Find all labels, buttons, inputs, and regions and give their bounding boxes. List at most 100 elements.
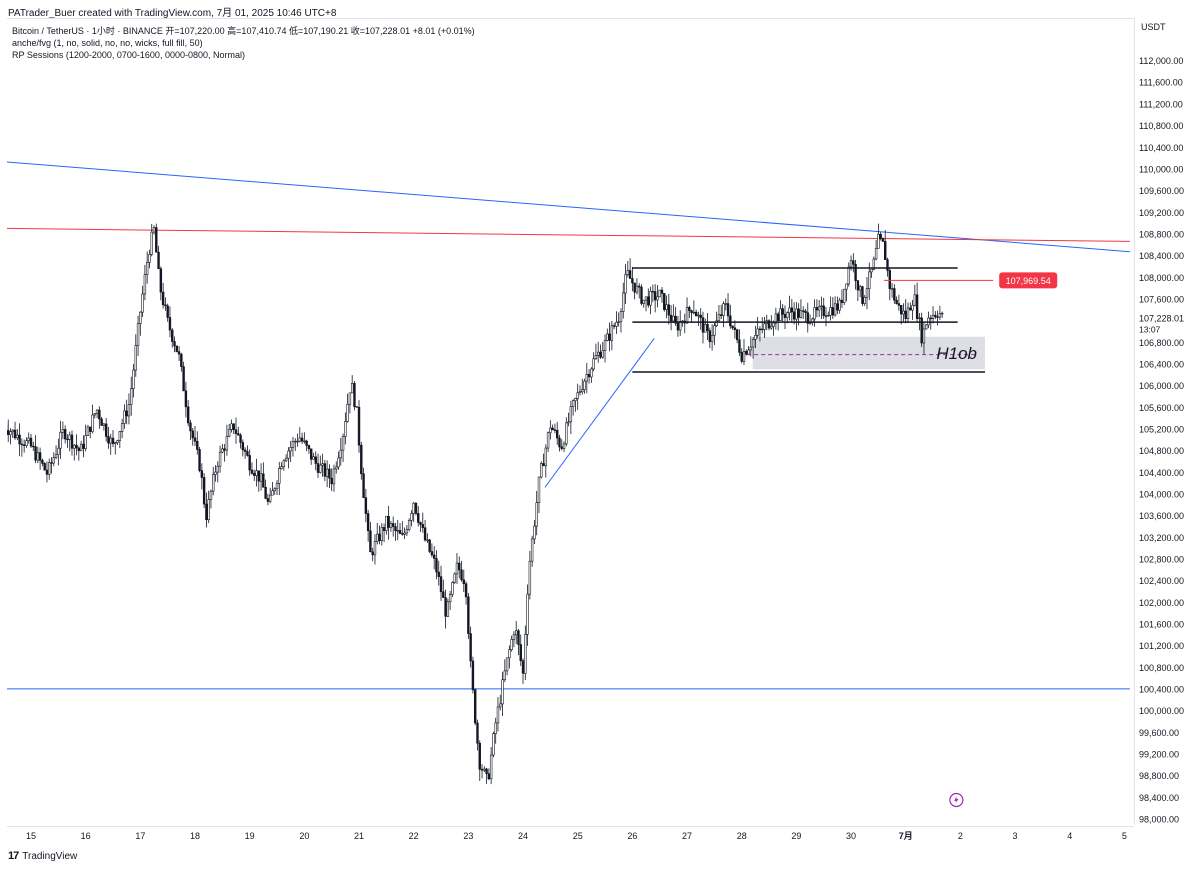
price-tick-label: 105,600.00	[1139, 403, 1184, 413]
candle-body	[804, 310, 807, 313]
price-chart-svg[interactable]: H1ob 107,969.54	[2, 19, 1134, 826]
price-axis[interactable]: USDT 98,000.00 98,400.00 98,800.00 99,200.00…	[1134, 18, 1200, 825]
candle-body	[781, 308, 784, 315]
candle-body	[599, 351, 602, 358]
candle-body	[75, 444, 78, 449]
red-price-label: 107,969.54	[1006, 276, 1051, 286]
candle-body	[246, 451, 249, 456]
candle-body	[601, 350, 604, 358]
price-tick-label: 105,200.00	[1139, 424, 1184, 434]
candle-body	[799, 310, 803, 318]
candle-body	[745, 350, 748, 355]
candle-body	[314, 456, 317, 464]
candle-body	[232, 423, 235, 431]
candle-body	[139, 311, 142, 324]
legend-sessions-indicator[interactable]: RP Sessions (1200-2000, 0700-1600, 0000-…	[12, 50, 245, 60]
candle-body	[125, 410, 128, 417]
candle-body	[786, 312, 789, 318]
candle-body	[635, 285, 639, 293]
candle-body	[560, 446, 563, 449]
candle-body	[806, 312, 809, 324]
candle-body	[385, 515, 388, 531]
candle-body	[653, 291, 657, 301]
price-tick-label: 106,800.00	[1139, 338, 1184, 348]
candle-body	[906, 307, 910, 319]
candle-body	[576, 392, 579, 399]
legend-fvg-indicator[interactable]: anche/fvg (1, no, solid, no, no, wicks, …	[12, 38, 203, 48]
price-tick-label: 100,000.00	[1139, 706, 1184, 716]
candle-body	[346, 403, 349, 422]
candle-body	[59, 432, 62, 449]
candle-body	[676, 322, 680, 331]
price-tick-label: 110,800.00	[1139, 121, 1183, 131]
candle-body	[884, 241, 887, 260]
time-axis-svg: 15 16 17 18 19 20 21 22 23 24 25 26 27 28 29 30 7月 2 3 4 5	[26, 831, 1127, 841]
legend-symbol-line[interactable]: Bitcoin / TetherUS · 1小时 · BINANCE 开=107…	[12, 26, 475, 36]
plot-area[interactable]: H1ob 107,969.54	[2, 18, 1134, 827]
candle-body	[18, 434, 21, 445]
candle-body	[519, 644, 522, 661]
candle-body	[524, 634, 527, 674]
candle-body	[822, 305, 825, 316]
candle-body	[911, 304, 914, 311]
candle-body	[419, 522, 422, 525]
price-tick-label: 110,000.00	[1139, 164, 1183, 174]
candle-body	[617, 321, 620, 323]
candle-body	[647, 296, 650, 306]
time-axis[interactable]: 15 16 17 18 19 20 21 22 23 24 25 26 27 28 29 30 7月 2 3 4 5	[7, 825, 1134, 845]
candle-body	[542, 463, 545, 467]
candle-body	[335, 466, 338, 470]
candle-body	[638, 285, 641, 288]
candle-body	[672, 315, 675, 322]
candle-body	[558, 437, 561, 448]
candle-body	[426, 539, 429, 541]
candle-body	[282, 460, 286, 467]
candle-body	[574, 398, 577, 402]
candle-body	[929, 317, 932, 320]
candle-body	[569, 406, 573, 423]
candle-body	[797, 308, 800, 318]
candle-body	[549, 427, 552, 434]
candle-body	[697, 314, 700, 317]
lightning-icon	[954, 796, 959, 804]
candle-body	[168, 317, 172, 331]
tradingview-footer: 17 TradingView	[8, 850, 77, 862]
candle-body	[109, 437, 112, 444]
candle-body	[253, 473, 256, 476]
time-tick-label: 25	[573, 831, 583, 841]
candle-body	[877, 233, 880, 249]
candle-body	[669, 314, 673, 322]
candle-body	[478, 742, 481, 770]
candle-body	[432, 554, 436, 559]
candle-body	[207, 499, 210, 521]
candle-body	[899, 305, 903, 315]
candle-body	[284, 457, 288, 462]
candle-body	[840, 299, 844, 303]
candle-body	[615, 321, 618, 327]
candle-body	[312, 456, 315, 460]
candle-body	[508, 649, 511, 659]
candle-body	[872, 258, 876, 270]
red-price-tag	[999, 272, 1058, 289]
candle-body	[555, 430, 559, 439]
candle-body	[587, 374, 591, 378]
candle-body	[453, 573, 456, 583]
price-tick-label: 102,000.00	[1139, 598, 1184, 608]
candle-body	[612, 325, 616, 327]
candle-body	[738, 339, 741, 353]
candle-body	[52, 457, 55, 464]
candle-body	[480, 768, 484, 771]
candle-body	[710, 335, 714, 342]
candle-body	[380, 527, 383, 542]
candle-body	[455, 562, 459, 575]
candle-body	[888, 270, 891, 289]
candle-body	[501, 679, 504, 705]
candle-body	[309, 448, 313, 460]
trend-line-1	[3, 227, 1130, 242]
candle-body	[41, 460, 44, 464]
candle-body	[688, 307, 691, 311]
candle-body	[674, 315, 677, 324]
countdown-label: 13:07	[1139, 325, 1161, 335]
candle-body	[145, 262, 149, 275]
candle-body	[366, 513, 370, 532]
